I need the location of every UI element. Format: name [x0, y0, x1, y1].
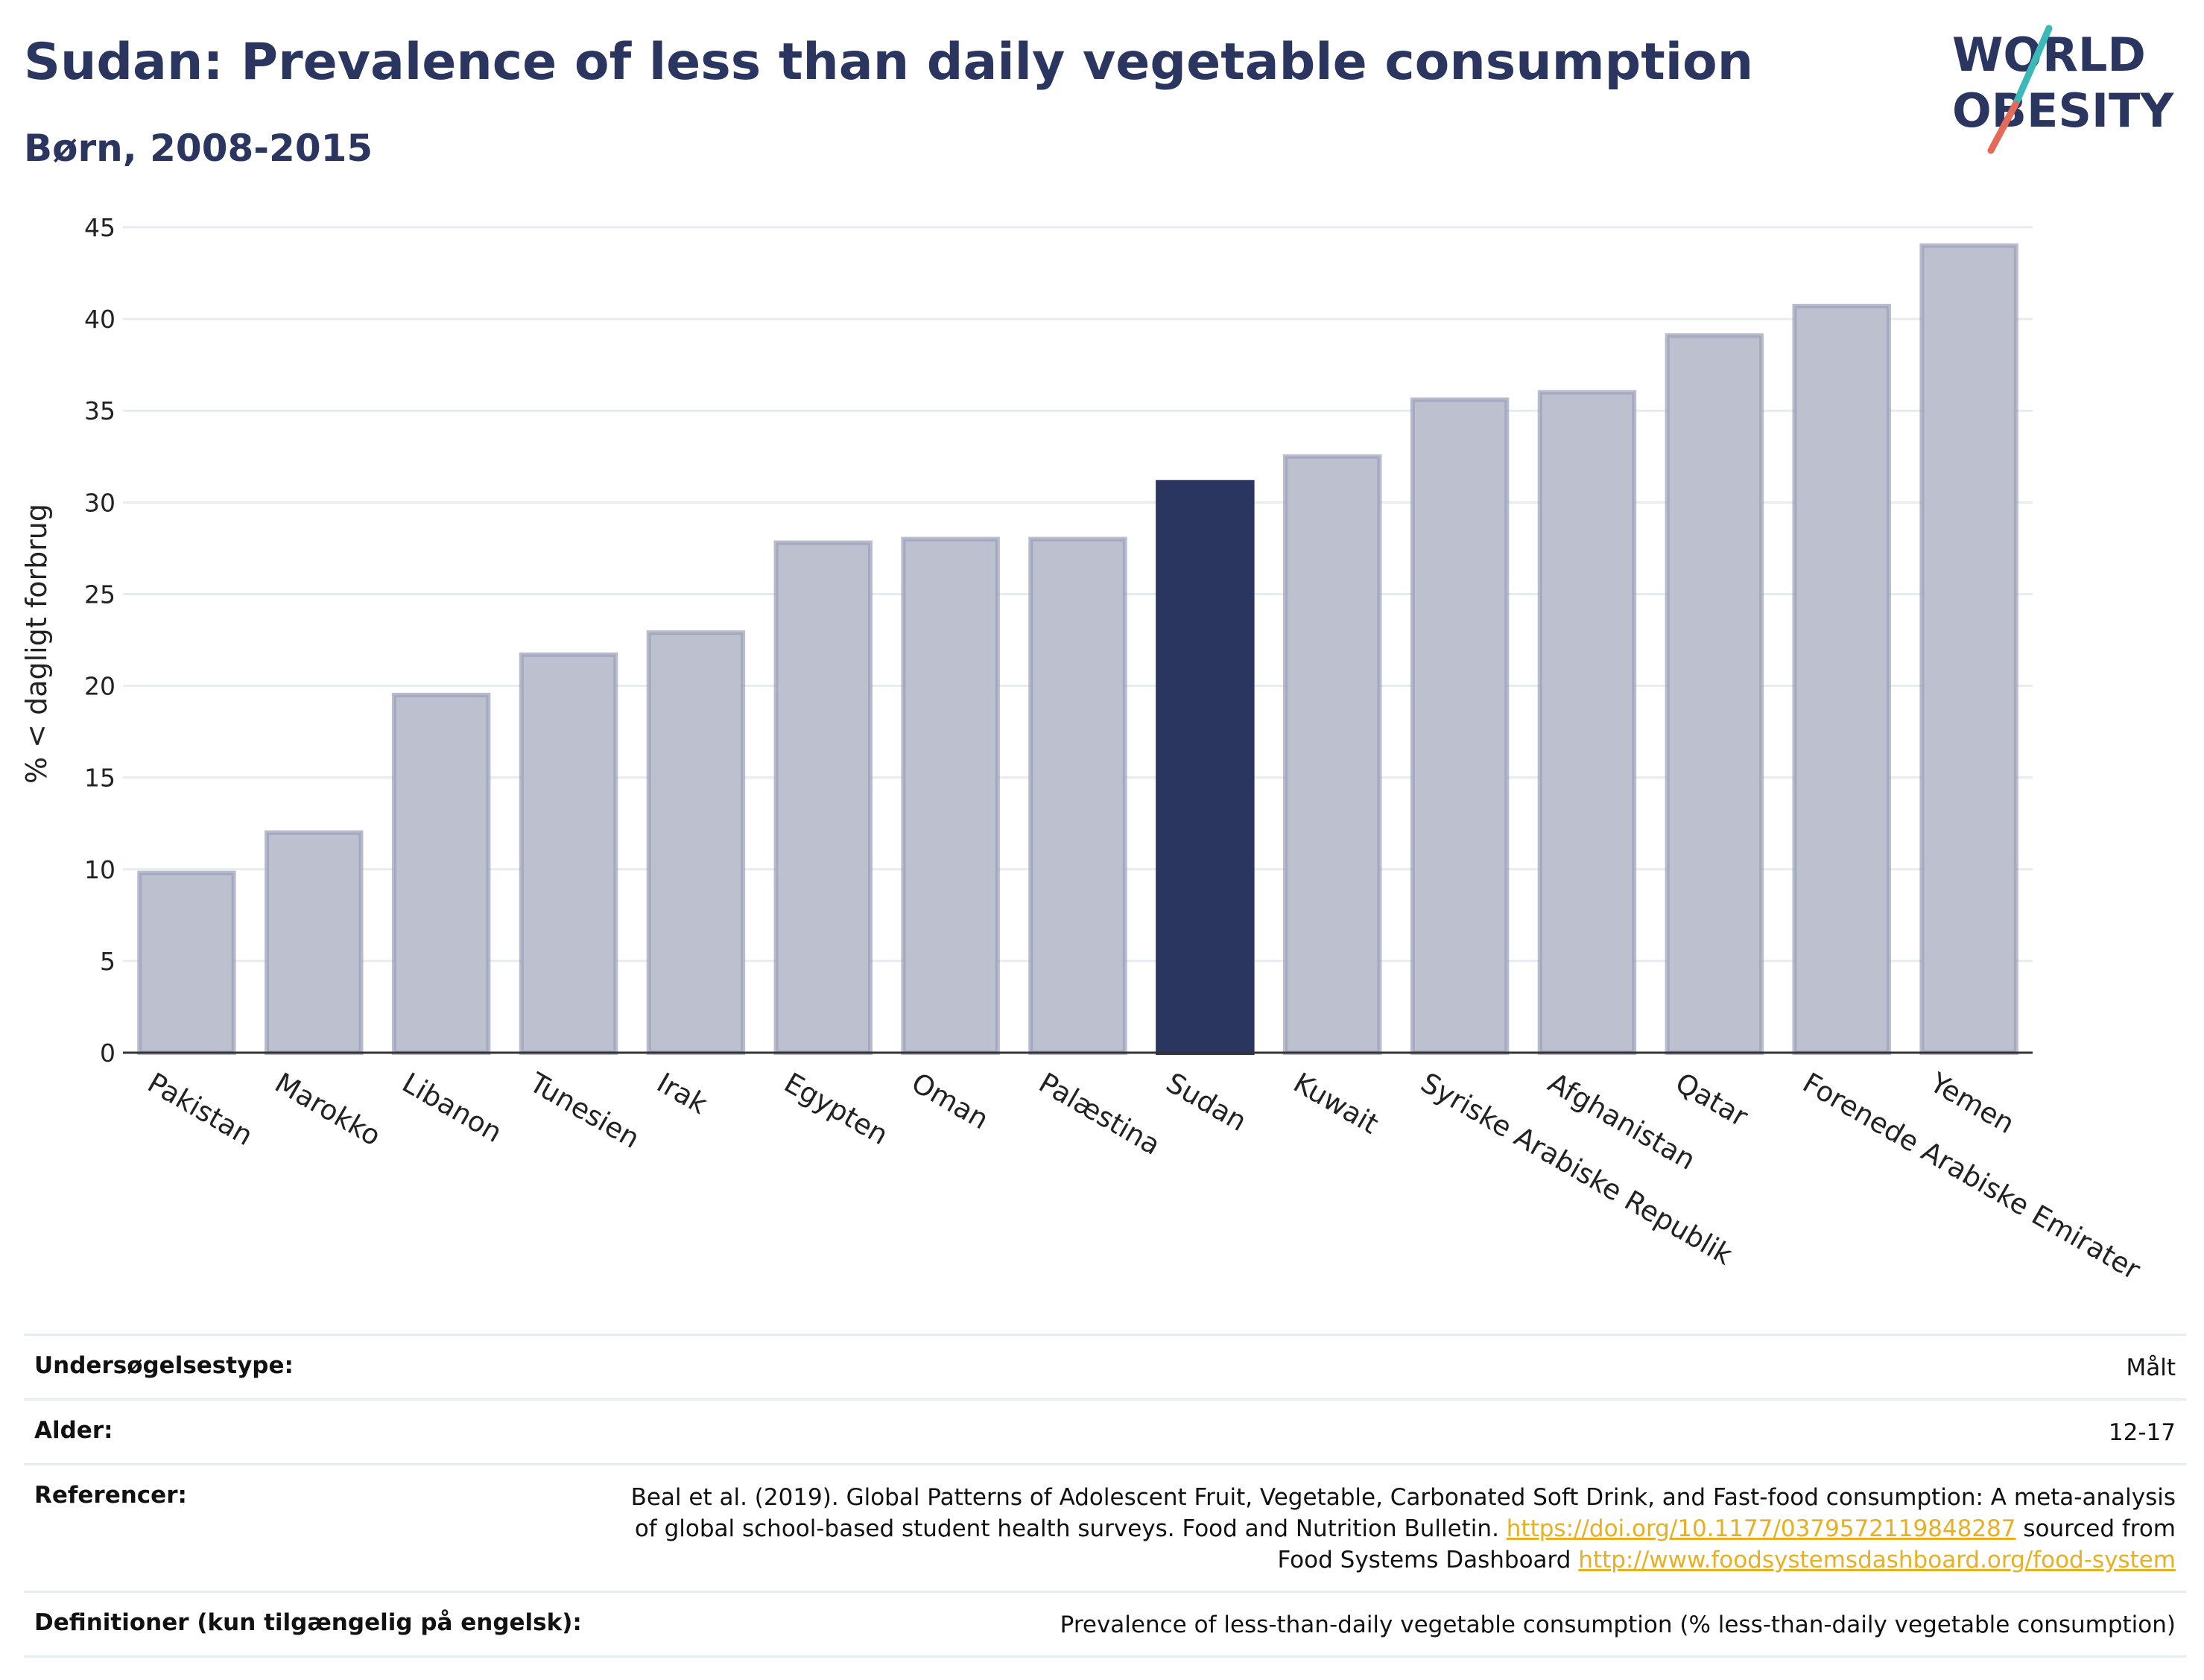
bar-forenede-arabiske-emirater — [1792, 303, 1891, 1055]
info-table: Undersøgelsestype: Målt Alder: 12-17 Ref… — [24, 1334, 2186, 1658]
definitions-value: Prevalence of less-than-daily vegetable … — [1060, 1611, 2176, 1638]
food-systems-link[interactable]: http://www.foodsystemsdashboard.org/food… — [1578, 1547, 2176, 1573]
bar-sudan — [1156, 480, 1255, 1055]
bar-yemen — [1919, 243, 2018, 1056]
info-row-references: Referencer: Beal et al. (2019). Global P… — [24, 1463, 2186, 1591]
x-category-label: Kuwait — [1288, 1067, 1384, 1141]
age-value: 12-17 — [2108, 1419, 2176, 1446]
x-category-label: Yemen — [1924, 1066, 2020, 1140]
x-category-label: Qatar — [1670, 1067, 1753, 1134]
x-category-label: Pakistan — [142, 1067, 259, 1153]
y-tick-label: 30 — [84, 488, 115, 517]
x-category-label: Palæstina — [1033, 1067, 1165, 1161]
definitions-label: Definitioner (kun tilgængelig på engelsk… — [34, 1609, 582, 1636]
bar-egypten — [773, 540, 873, 1055]
x-category-labels: Pakistan Marokko Libanon Tunesien Irak Egypte… — [142, 1066, 2146, 1287]
bar-kuwait — [1283, 454, 1382, 1055]
survey-type-value: Målt — [2126, 1354, 2176, 1381]
x-category-label: Marokko — [270, 1067, 386, 1153]
y-tick-labels: 0 5 10 15 20 25 30 35 40 45 — [84, 213, 115, 1068]
y-tick-label: 0 — [100, 1039, 115, 1068]
y-tick-label: 35 — [84, 396, 115, 425]
x-category-label: Sudan — [1161, 1067, 1252, 1138]
age-label: Alder: — [34, 1417, 113, 1444]
y-tick-label: 40 — [84, 305, 115, 334]
bar-oman — [901, 536, 1000, 1055]
bar-chart: 0 5 10 15 20 25 30 35 40 45 Pakistan Marokko Libano… — [20, 213, 2146, 1287]
info-row-age: Alder: 12-17 — [24, 1398, 2186, 1463]
bar-qatar — [1665, 333, 1764, 1055]
bar-syriske-arabiske-republik — [1410, 397, 1510, 1055]
survey-type-label: Undersøgelsestype: — [34, 1352, 294, 1379]
bar-palæstina — [1028, 536, 1127, 1055]
y-tick-label: 5 — [100, 947, 115, 976]
x-category-label: Irak — [651, 1067, 713, 1121]
references-label: Referencer: — [34, 1482, 187, 1509]
info-row-survey-type: Undersøgelsestype: Målt — [24, 1334, 2186, 1398]
bar-marokko — [265, 830, 364, 1055]
x-category-label: Egypten — [779, 1067, 893, 1152]
references-text-1: Beal et al. (2019). Global Patterns of A… — [630, 1484, 2176, 1542]
y-tick-label: 25 — [84, 580, 115, 609]
y-tick-label: 20 — [84, 672, 115, 701]
logo-line2: OBESITY — [1952, 83, 2174, 138]
info-row-definitions: Definitioner (kun tilgængelig på engelsk… — [24, 1591, 2186, 1658]
y-tick-label: 45 — [84, 213, 115, 242]
bar-irak — [646, 630, 746, 1055]
page-subtitle: Børn, 2008-2015 — [24, 127, 373, 170]
y-axis-title: % < dagligt forbrug — [20, 504, 53, 784]
x-category-label: Libanon — [397, 1067, 507, 1150]
references-value: Beal et al. (2019). Global Patterns of A… — [611, 1482, 2176, 1576]
world-obesity-logo: WORLD OBESITY — [1952, 25, 2174, 154]
page-title: Sudan: Prevalence of less than daily veg… — [24, 33, 1754, 92]
bar-libanon — [391, 692, 491, 1055]
x-category-label: Oman — [906, 1067, 994, 1136]
bar-tunesien — [519, 652, 618, 1055]
references-text-2: sourced from Food Systems Dashboard — [1277, 1515, 2176, 1573]
x-category-label: Tunesien — [524, 1066, 645, 1155]
bar-afghanistan — [1537, 390, 1637, 1055]
bar-pakistan — [137, 870, 236, 1056]
y-tick-label: 10 — [84, 855, 115, 884]
doi-link[interactable]: https://doi.org/10.1177/0379572119848287 — [1506, 1515, 2016, 1542]
bars — [137, 243, 2018, 1056]
y-tick-label: 15 — [84, 764, 115, 793]
